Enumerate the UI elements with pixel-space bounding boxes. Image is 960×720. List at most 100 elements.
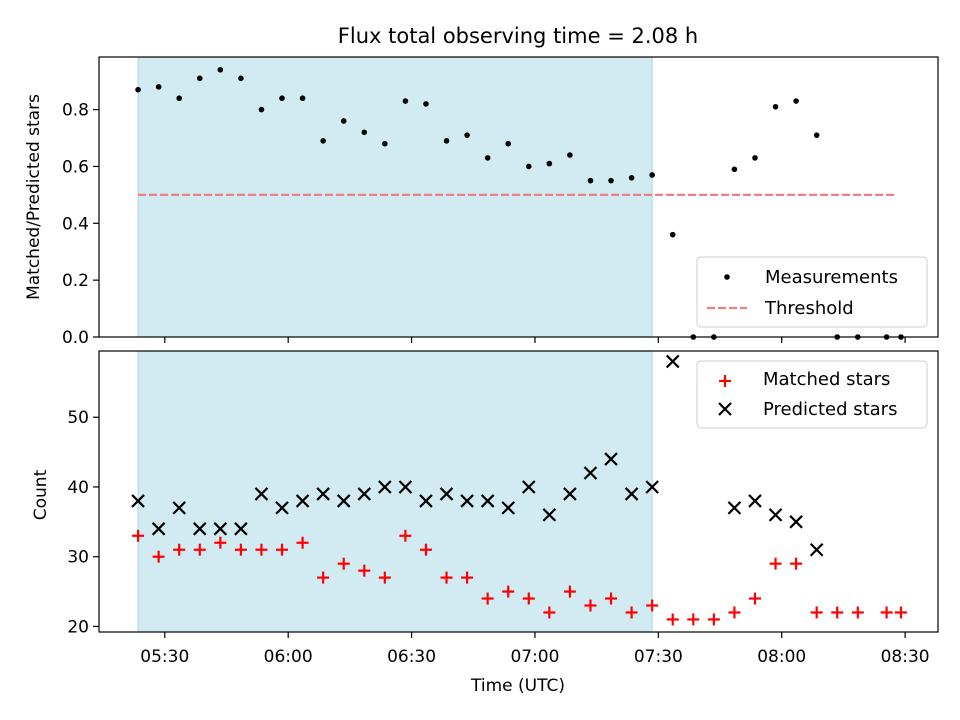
top-ytick-label: 0.2 xyxy=(62,271,89,291)
predicted-star-point xyxy=(727,501,742,515)
matched-star-point xyxy=(234,543,247,556)
measurement-point xyxy=(258,106,265,113)
predicted-star-point xyxy=(336,494,351,508)
measurement-point xyxy=(608,177,614,184)
bottom-legend-box xyxy=(696,360,928,429)
matched-star-point xyxy=(687,613,700,626)
matched-star-point xyxy=(214,536,227,549)
predicted-star-point xyxy=(254,487,269,501)
measurement-point xyxy=(382,140,388,147)
top-legend-box xyxy=(696,256,928,328)
top-ytick-label: 0.6 xyxy=(62,157,89,177)
matched-star-point xyxy=(790,557,803,570)
matched-star-point xyxy=(769,557,782,570)
matched-star-point xyxy=(337,557,350,570)
matched-star-point xyxy=(522,592,535,605)
measurement-point xyxy=(587,177,594,184)
predicted-star-point xyxy=(645,480,659,494)
measurement-point xyxy=(669,231,676,238)
predicted-star-point xyxy=(439,487,454,501)
bottom-xtick-label: 07:30 xyxy=(634,647,683,667)
measurement-point xyxy=(279,95,285,102)
measurement-point xyxy=(567,152,573,158)
legend-measurements-label: Measurements xyxy=(765,267,898,288)
predicted-star-point xyxy=(563,487,577,501)
measurement-point xyxy=(505,140,512,147)
matched-star-point xyxy=(440,571,453,584)
bottom-ytick-label: 20 xyxy=(67,617,89,637)
matched-star-point xyxy=(605,592,618,605)
matched-star-point xyxy=(748,592,761,605)
matched-star-point xyxy=(666,613,679,626)
matched-star-point xyxy=(646,599,659,612)
measurement-point xyxy=(320,138,326,144)
predicted-star-point xyxy=(748,494,762,508)
matched-star-point xyxy=(481,592,494,605)
measurement-point xyxy=(238,75,244,82)
legend-matched-label: Matched stars xyxy=(763,369,890,390)
bottom-xtick-label: 08:30 xyxy=(881,647,930,667)
matched-star-point xyxy=(173,543,186,556)
predicted-star-point xyxy=(378,480,392,494)
measurement-point xyxy=(649,172,655,178)
predicted-star-point xyxy=(234,522,248,536)
legend-predicted-label: Predicted stars xyxy=(763,399,897,420)
predicted-star-point xyxy=(213,522,228,536)
matched-star-point xyxy=(810,606,823,619)
bottom-ytick-label: 40 xyxy=(67,478,89,498)
bottom-ytick-label: 30 xyxy=(67,548,89,568)
predicted-star-point xyxy=(542,508,557,522)
predicted-star-point xyxy=(665,354,680,369)
matched-star-point xyxy=(317,571,330,584)
matched-star-point xyxy=(378,571,391,584)
legend-matched-marker xyxy=(719,375,731,387)
predicted-star-point xyxy=(316,487,330,501)
predicted-star-point xyxy=(419,494,433,508)
bottom-xtick-label: 05:30 xyxy=(140,647,189,667)
measurement-point xyxy=(752,155,758,161)
bottom-shaded-span xyxy=(137,350,653,633)
predicted-star-point xyxy=(275,501,289,515)
legend-predicted-marker xyxy=(718,402,732,416)
matched-star-point xyxy=(255,543,268,556)
matched-star-point xyxy=(894,606,907,619)
bottom-axes-frame xyxy=(98,350,939,633)
measurement-point xyxy=(340,118,347,124)
measurement-point xyxy=(731,166,738,173)
matched-star-point xyxy=(625,606,638,619)
top-shaded-span xyxy=(137,56,653,338)
measurement-point xyxy=(176,95,182,102)
measurement-point xyxy=(402,98,409,104)
matched-star-point xyxy=(543,606,556,619)
matched-star-point xyxy=(399,529,412,542)
matched-star-point xyxy=(193,543,206,556)
predicted-star-point xyxy=(398,480,413,494)
top-panel: 0.00.20.40.60.8 Matched/Predicted stars … xyxy=(24,56,939,348)
predicted-star-point xyxy=(295,494,310,508)
matched-star-point xyxy=(276,543,289,556)
predicted-star-point xyxy=(151,522,166,536)
measurement-point xyxy=(464,132,470,138)
matched-star-point xyxy=(707,613,720,626)
predicted-star-point xyxy=(501,501,515,515)
measurement-point xyxy=(155,84,162,90)
legend-threshold-label: Threshold xyxy=(764,298,854,319)
predicted-star-point xyxy=(460,494,474,508)
matched-star-point xyxy=(563,585,576,598)
measurement-point xyxy=(525,163,532,170)
legend-measurements-marker xyxy=(724,274,730,280)
bottom-xlabel: Time (UTC) xyxy=(470,676,565,696)
measurement-point xyxy=(546,160,553,167)
matched-star-point xyxy=(728,606,741,619)
measurement-point xyxy=(423,101,429,107)
measurement-point xyxy=(484,155,491,161)
predicted-star-point xyxy=(192,522,207,536)
measurement-point xyxy=(299,95,306,102)
measurement-point xyxy=(628,175,635,181)
predicted-star-point xyxy=(583,466,598,480)
top-axes-frame xyxy=(98,56,939,338)
bottom-xtick-label: 07:00 xyxy=(510,647,559,667)
top-ytick-label: 0.4 xyxy=(62,214,89,234)
predicted-star-point xyxy=(624,487,639,501)
